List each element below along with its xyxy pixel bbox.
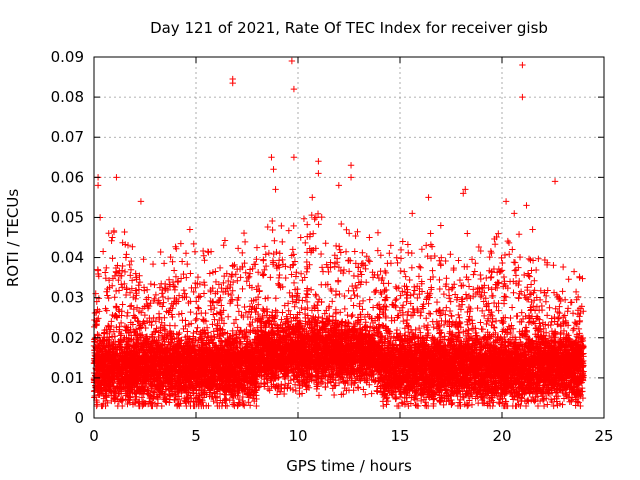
- data-point: [330, 391, 338, 399]
- data-point: [373, 387, 380, 395]
- data-point: [575, 399, 582, 406]
- data-point: [285, 380, 292, 387]
- data-point: [440, 321, 448, 329]
- data-point: [278, 316, 285, 323]
- data-point: [288, 317, 295, 325]
- data-point: [273, 391, 281, 398]
- data-point: [496, 400, 503, 407]
- data-point: [383, 401, 390, 408]
- scatter-points: [90, 57, 587, 410]
